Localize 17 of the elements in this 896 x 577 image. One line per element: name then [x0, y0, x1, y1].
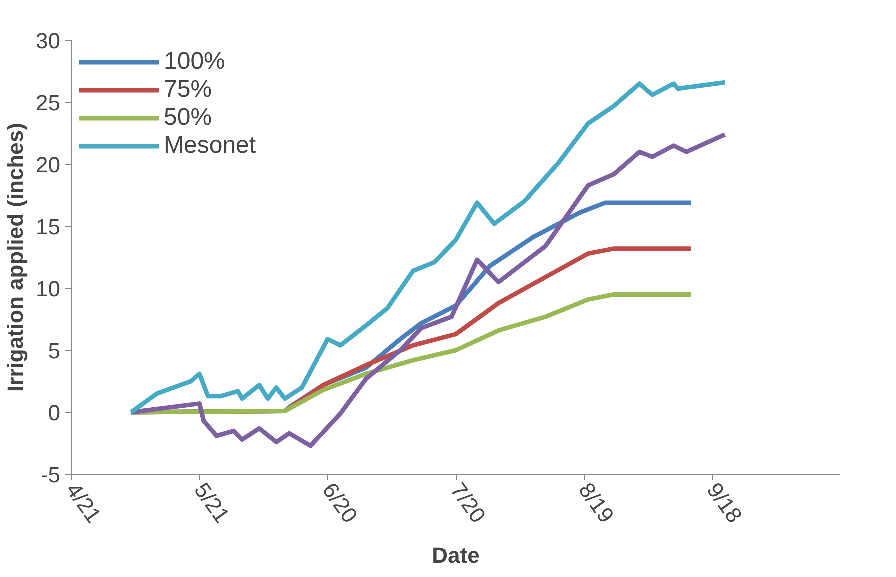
legend-label: 50% — [164, 104, 212, 132]
y-tick-label: 20 — [36, 152, 61, 178]
y-tick-label: -5 — [40, 462, 60, 488]
x-tick-label: 4/21 — [61, 478, 107, 528]
x-axis-title: Date — [432, 542, 480, 568]
y-tick-label: 0 — [48, 400, 61, 426]
y-tick-label: 25 — [36, 90, 61, 116]
line-series — [129, 80, 728, 415]
legend-label: Mesonet — [164, 132, 256, 160]
legend-label: 75% — [164, 76, 212, 104]
legend-label: 100% — [164, 48, 226, 76]
y-tick-label: 30 — [36, 28, 61, 54]
y-tick-label: 10 — [36, 276, 61, 302]
line-series — [129, 132, 728, 448]
y-tick-label: 5 — [48, 338, 61, 364]
y-tick-label: 15 — [36, 214, 61, 240]
y-axis-title: Irrigation applied (inches) — [3, 123, 28, 392]
